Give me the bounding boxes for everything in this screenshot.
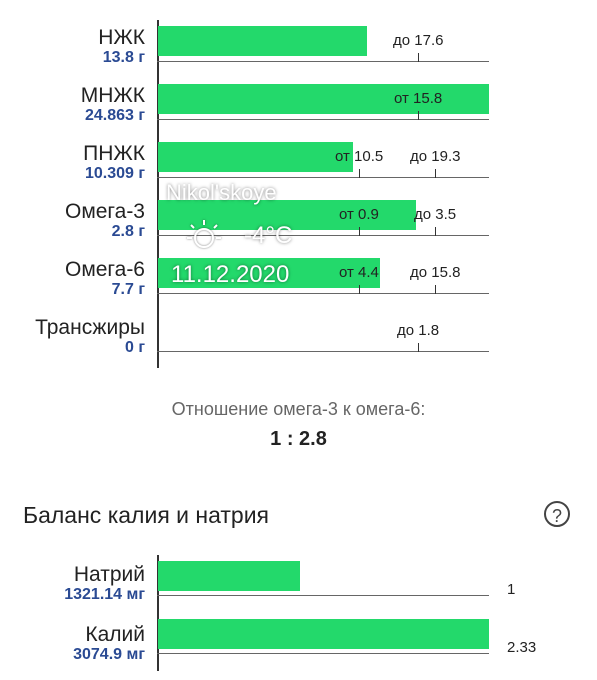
range-note: от 10.5 xyxy=(335,148,384,165)
range-tick xyxy=(418,53,419,62)
fat-label: НЖК 13.8 г xyxy=(98,26,145,67)
range-tick xyxy=(418,343,419,352)
range-note: до 1.8 xyxy=(397,322,440,339)
section-title: Баланс калия и натрия xyxy=(23,502,270,528)
fat-row: Омега-6 7.7 г от 4.4 до 15.8 xyxy=(0,252,597,310)
baseline xyxy=(157,177,489,178)
fat-row: Омега-3 2.8 г от 0.9 до 3.5 xyxy=(0,194,597,252)
fat-value: 0 г xyxy=(124,339,145,356)
watermark-temp: -4°C xyxy=(244,222,293,249)
range-tick xyxy=(435,169,436,178)
fat-name: ПНЖК xyxy=(83,142,145,165)
balance-name: Калий xyxy=(85,623,145,646)
help-icon[interactable]: ? xyxy=(544,501,570,527)
fat-row: МНЖК 24.863 г от 15.8 xyxy=(0,78,597,136)
range-note: от 0.9 xyxy=(339,206,379,223)
fat-name: Трансжиры xyxy=(35,316,145,339)
balance-note: 1 xyxy=(507,581,516,598)
sun-icon xyxy=(183,214,225,256)
balance-bar xyxy=(158,561,300,591)
fat-name: МНЖК xyxy=(80,84,145,107)
fat-row: НЖК 13.8 г до 17.6 xyxy=(0,20,597,78)
fat-value: 2.8 г xyxy=(111,223,145,240)
range-tick xyxy=(435,285,436,294)
balance-label: Натрий 1321.14 мг xyxy=(64,563,145,604)
baseline xyxy=(157,235,489,236)
baseline xyxy=(157,293,489,294)
balance-note: 2.33 xyxy=(507,639,537,656)
balance-value: 1321.14 мг xyxy=(64,586,145,603)
fat-label: Омега-3 2.8 г xyxy=(65,200,145,241)
fat-value: 13.8 г xyxy=(102,49,145,66)
fat-bar xyxy=(158,142,353,172)
ratio-value: 1 : 2.8 xyxy=(270,428,327,450)
fat-bar xyxy=(158,258,380,288)
fat-row: ПНЖК 10.309 г от 10.5 до 19.3 xyxy=(0,136,597,194)
fat-label: МНЖК 24.863 г xyxy=(81,84,145,125)
fat-value: 24.863 г xyxy=(84,107,145,124)
balance-name: Натрий xyxy=(73,563,145,586)
range-tick xyxy=(359,285,360,294)
range-note: до 3.5 xyxy=(414,206,457,223)
fat-name: Омега-6 xyxy=(64,258,145,281)
range-note: до 15.8 xyxy=(410,264,461,281)
fat-name: Омега-3 xyxy=(64,200,145,223)
fat-label: Трансжиры 0 г xyxy=(35,316,145,357)
axis-line xyxy=(157,310,159,368)
baseline xyxy=(157,595,489,596)
range-tick xyxy=(418,111,419,120)
range-note: до 17.6 xyxy=(393,32,444,49)
fat-row: Трансжиры 0 г до 1.8 xyxy=(0,310,597,368)
fat-value: 10.309 г xyxy=(84,165,145,182)
fat-label: Омега-6 7.7 г xyxy=(65,258,145,299)
range-tick xyxy=(359,169,360,178)
range-note: от 15.8 xyxy=(394,90,443,107)
fat-label: ПНЖК 10.309 г xyxy=(83,142,145,183)
baseline xyxy=(157,653,489,654)
fat-value: 7.7 г xyxy=(111,281,145,298)
range-note: от 4.4 xyxy=(339,264,379,281)
balance-label: Калий 3074.9 мг xyxy=(73,623,145,664)
fat-name: НЖК xyxy=(98,26,145,49)
range-note: до 19.3 xyxy=(410,148,461,165)
fat-bar xyxy=(158,26,367,56)
balance-bar xyxy=(158,619,489,649)
baseline xyxy=(157,351,489,352)
balance-value: 3074.9 мг xyxy=(73,646,145,663)
balance-row: Калий 3074.9 мг 2.33 xyxy=(0,613,597,671)
fat-bar xyxy=(158,84,489,114)
baseline xyxy=(157,61,489,62)
balance-row: Натрий 1321.14 мг 1 xyxy=(0,555,597,613)
watermark-date: 11.12.2020 xyxy=(171,261,290,288)
range-tick xyxy=(359,227,360,236)
fat-bar xyxy=(158,200,416,230)
watermark-place: Nikol'skoye xyxy=(166,180,277,205)
range-tick xyxy=(435,227,436,236)
ratio-label: Отношение омега-3 к омега-6: xyxy=(171,399,426,419)
baseline xyxy=(157,119,489,120)
